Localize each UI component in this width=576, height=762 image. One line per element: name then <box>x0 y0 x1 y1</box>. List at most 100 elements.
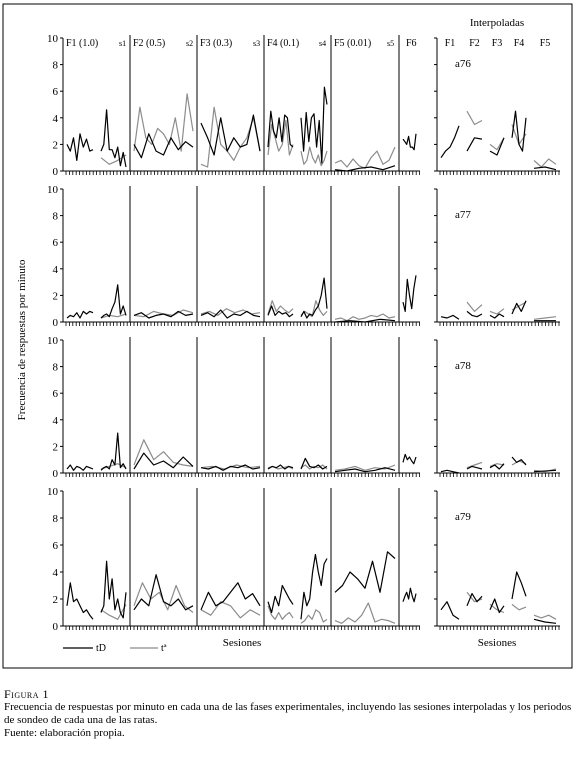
x-axis-label-interp: Sesiones <box>478 637 517 649</box>
series-ta-line <box>100 313 127 319</box>
series-tD-line <box>66 310 94 319</box>
y-tick-label: 10 <box>47 486 59 498</box>
caption-label: Figura 1 <box>4 687 50 701</box>
y-tick-label: 6 <box>53 388 59 400</box>
series-ta-line <box>334 313 396 322</box>
series-ta-line <box>133 439 194 467</box>
legend-label-tD: tD <box>96 643 106 654</box>
series-tD-line <box>100 284 127 319</box>
series-tD-line <box>334 467 396 473</box>
series-tD-line <box>200 114 261 156</box>
y-tick-label: 2 <box>53 594 59 606</box>
phase-label: F5 (0.01) <box>334 38 371 49</box>
series-tD-line <box>300 457 328 470</box>
series-ta-line <box>200 601 261 619</box>
interp-ta-line <box>489 463 505 467</box>
panel-a79: 0 2 4 6 8 10 a79 <box>47 486 560 633</box>
phase-label: F1 (1.0) <box>66 38 98 49</box>
y-tick-label: 10 <box>47 33 59 45</box>
series-ta-line <box>300 464 328 470</box>
interp-tD-line <box>511 300 527 315</box>
series-tD-line <box>133 133 194 159</box>
interp-tD-line <box>511 456 527 466</box>
y-tick-label: 10 <box>47 184 59 196</box>
interp-ta-line <box>489 308 505 315</box>
interp-ta-line <box>466 591 483 603</box>
phase-label: F6 <box>406 38 417 49</box>
y-tick-label: 4 <box>53 567 59 579</box>
figure-frame <box>2 3 573 669</box>
y-axis-label: Frecuencia de respuestas por minuto <box>16 259 28 420</box>
interp-tD-line <box>511 110 527 152</box>
y-tick-label: 2 <box>53 139 59 151</box>
interp-tD-line <box>466 465 483 470</box>
subject-label: a79 <box>455 511 471 523</box>
series-tD-line <box>133 574 194 611</box>
y-tick-label: 8 <box>53 362 59 374</box>
interp-ta-line <box>466 461 483 469</box>
phase-label: s4 <box>319 39 326 48</box>
series-tD-line <box>66 582 94 620</box>
series-tD-line <box>66 133 94 161</box>
interp-ta-line <box>533 158 557 168</box>
series-tD-line <box>200 582 261 611</box>
y-tick-label: 2 <box>53 290 59 302</box>
interp-tD-line <box>466 310 483 318</box>
series-tD-line <box>402 587 417 603</box>
interp-tD-line <box>511 571 527 600</box>
panel-a76: 0 2 4 6 8 10 F1 (1.0) s1 F2 (0.5) s2 F3 (0.3) s3 F4 … <box>47 33 560 178</box>
series-ta-line <box>300 300 328 318</box>
series-ta-line <box>133 93 194 152</box>
y-tick-label: 6 <box>53 237 59 249</box>
interp-tD-line <box>489 137 505 156</box>
subject-label: a76 <box>455 58 471 70</box>
y-tick-label: 2 <box>53 441 59 453</box>
series-tD-line <box>267 305 294 318</box>
interp-tD-line <box>489 313 505 319</box>
x-axis-label-main: Sesiones <box>223 637 262 649</box>
series-tD-line <box>100 560 127 619</box>
figure-canvas: Interpoladas Frecuencia de respuestas po… <box>2 3 573 669</box>
phase-label: s1 <box>119 39 126 48</box>
series-tD-line <box>334 165 396 172</box>
caption-text: Frecuencia de respuestas por minuto en c… <box>4 701 572 726</box>
phase-label: F4 (0.1) <box>267 38 299 49</box>
interp-tD-line <box>440 125 460 159</box>
series-ta-line <box>267 119 294 156</box>
series-ta-line <box>267 605 294 620</box>
interp-phase-label: F5 <box>540 38 551 49</box>
panels: 0 2 4 6 8 10 F1 (1.0) s1 F2 (0.5) s2 F3 (0.3) s3 F4 … <box>47 33 560 633</box>
phase-label: s5 <box>387 39 394 48</box>
interp-ta-line <box>489 137 505 151</box>
y-tick-label: 8 <box>53 60 59 72</box>
interp-tD-line <box>489 463 505 470</box>
interp-tD-line <box>533 618 557 624</box>
interp-ta-line <box>489 603 505 614</box>
panel-a78: 0 2 4 6 8 10 a78 <box>47 335 560 480</box>
series-tD-line <box>200 309 261 319</box>
series-ta-line <box>100 604 127 620</box>
interp-phase-label: F2 <box>469 38 480 49</box>
y-tick-label: 4 <box>53 264 59 276</box>
series-tD-line <box>334 318 396 323</box>
phase-label: s3 <box>253 39 260 48</box>
series-ta-line <box>334 146 396 169</box>
phase-label: s2 <box>186 39 193 48</box>
series-tD-line <box>267 110 294 148</box>
legend-label-ta: tª <box>161 643 167 654</box>
series-tD-line <box>133 452 194 470</box>
series-tD-line <box>300 553 328 620</box>
series-tD-line <box>267 584 294 614</box>
y-tick-label: 6 <box>53 86 59 98</box>
y-tick-label: 6 <box>53 540 59 552</box>
interp-ta-line <box>533 468 557 473</box>
interp-ta-line <box>511 603 527 611</box>
y-tick-label: 0 <box>53 621 59 633</box>
series-ta-line <box>200 106 261 168</box>
series-tD-line <box>300 277 328 319</box>
series-tD-line <box>100 109 127 168</box>
series-tD-line <box>133 310 194 319</box>
interp-ta-line <box>466 301 483 312</box>
series-tD-line <box>402 453 417 465</box>
interp-tD-line <box>533 469 557 473</box>
